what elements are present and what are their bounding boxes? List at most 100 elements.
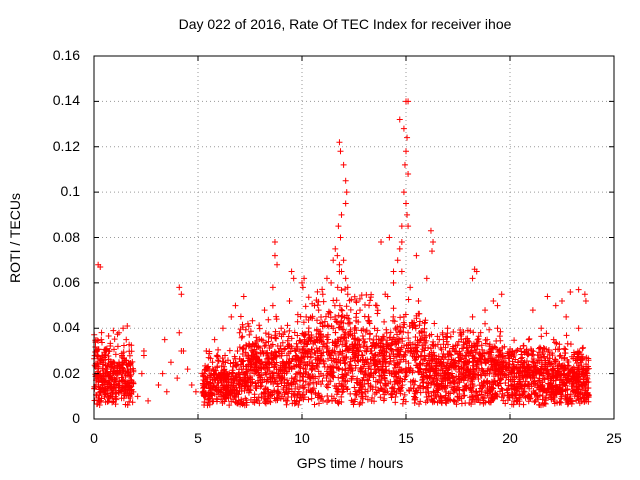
cloud-point [480, 400, 487, 407]
data-point [413, 252, 420, 259]
cloud-point [573, 360, 580, 367]
cloud-point [448, 370, 455, 377]
cloud-point [357, 307, 364, 314]
cloud-point [472, 374, 479, 381]
data-point [334, 252, 341, 259]
cloud-point [224, 357, 231, 364]
data-point [336, 261, 343, 268]
cloud-point [462, 353, 469, 360]
cloud-point [365, 365, 372, 372]
cloud-point [124, 401, 131, 408]
cloud-point [345, 369, 352, 376]
cloud-point [108, 375, 115, 382]
cloud-point [120, 384, 127, 391]
data-point [288, 268, 295, 275]
cloud-point [255, 343, 262, 350]
data-point [365, 313, 372, 320]
cloud-point [434, 389, 441, 396]
data-point [107, 393, 114, 400]
cloud-point [315, 356, 322, 363]
grid-lines [94, 56, 614, 419]
cloud-point [332, 329, 339, 336]
cloud-point [402, 348, 409, 355]
data-point [290, 275, 297, 282]
cloud-point [423, 366, 430, 373]
cloud-point [558, 393, 565, 400]
cloud-point [264, 398, 271, 405]
cloud-point [425, 380, 432, 387]
cloud-point [129, 365, 136, 372]
cloud-point [416, 318, 423, 325]
cloud-point [284, 379, 291, 386]
data-point [378, 239, 385, 246]
cloud-point [562, 395, 569, 402]
y-tick-label: 0.14 [52, 92, 80, 109]
cloud-point [319, 319, 326, 326]
cloud-point [571, 393, 578, 400]
cloud-point [293, 340, 300, 347]
data-point [319, 291, 326, 298]
data-point [311, 302, 318, 309]
cloud-point [248, 347, 255, 354]
cloud-point [419, 346, 426, 353]
cloud-point [412, 333, 419, 340]
data-point [269, 302, 276, 309]
cloud-point [362, 386, 369, 393]
cloud-point [245, 323, 252, 330]
data-point [335, 223, 342, 230]
cloud-point [324, 384, 331, 391]
data-point [403, 200, 409, 207]
cloud-point [239, 333, 246, 340]
cloud-point [565, 400, 572, 407]
cloud-point [294, 392, 301, 399]
data-point [509, 381, 516, 388]
data-point [330, 257, 337, 264]
cloud-point [256, 322, 263, 329]
cloud-point [535, 386, 542, 393]
data-point [128, 391, 135, 398]
cloud-point [242, 326, 249, 333]
cloud-point [221, 366, 228, 373]
data-point [163, 388, 170, 395]
cloud-point [233, 372, 240, 379]
cloud-point [253, 359, 260, 366]
data-point [159, 370, 166, 377]
data-point [409, 320, 416, 327]
cloud-point [345, 331, 352, 338]
data-point [544, 293, 551, 300]
data-point [236, 329, 243, 336]
cloud-point [293, 378, 300, 385]
cloud-point [550, 363, 557, 370]
cloud-point [479, 346, 486, 353]
cloud-point [232, 362, 239, 369]
data-point [211, 336, 218, 343]
cloud-point [306, 334, 313, 341]
cloud-point [538, 354, 545, 361]
cloud-point [351, 398, 358, 405]
cloud-point [267, 399, 274, 406]
cloud-point [531, 398, 538, 405]
data-point [429, 248, 435, 255]
cloud-point [511, 337, 518, 344]
cloud-point [486, 370, 493, 377]
cloud-point [420, 370, 427, 377]
cloud-point [301, 338, 308, 345]
cloud-point [579, 355, 586, 362]
cloud-point [478, 360, 485, 367]
cloud-point [484, 367, 491, 374]
cloud-point [327, 371, 334, 378]
cloud-point [228, 388, 235, 395]
cloud-point [378, 385, 385, 392]
cloud-point [305, 325, 312, 332]
cloud-point [331, 382, 338, 389]
data-point [124, 386, 131, 393]
cloud-point [449, 363, 456, 370]
cloud-point [346, 345, 353, 352]
cloud-point [477, 329, 484, 336]
cloud-point [315, 400, 322, 407]
cloud-point [333, 343, 340, 350]
cloud-point [319, 377, 326, 384]
cloud-point [268, 335, 275, 342]
cloud-point [227, 360, 234, 367]
cloud-point [455, 363, 462, 370]
